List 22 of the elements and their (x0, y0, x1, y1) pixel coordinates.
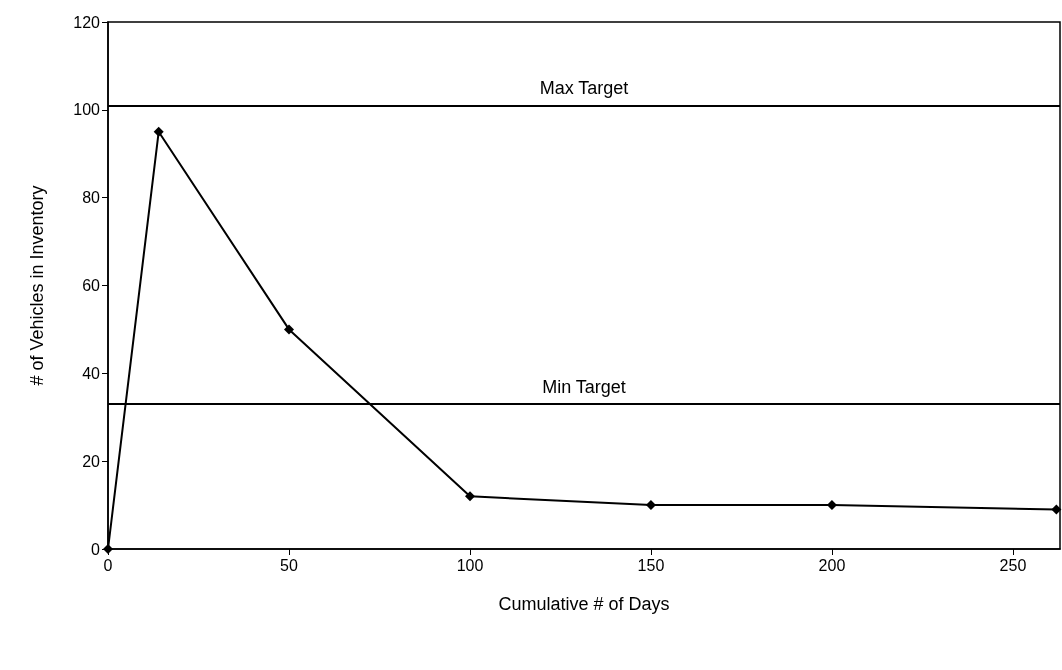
point (1051, 504, 1062, 515)
x-tick-label: 50 (280, 556, 298, 574)
point (464, 491, 475, 502)
point (645, 500, 656, 511)
y-tick-label: 60 (82, 277, 101, 294)
y-tick-label: 80 (82, 189, 101, 207)
y-axis-title: # of Vehicles in Inventory (27, 185, 47, 386)
ref-line-label: Min Target (542, 377, 626, 398)
y-tick-label: 40 (82, 364, 101, 382)
x-tick-label: 250 (999, 556, 1027, 574)
x-tick-label: 150 (637, 556, 665, 574)
x-axis-title: Cumulative # of Days (498, 594, 670, 614)
x-tick-label: 100 (456, 556, 484, 574)
y-tick-label: 100 (73, 101, 101, 119)
point (283, 324, 294, 335)
y-tick-label: 20 (82, 452, 101, 470)
x-tick-label: 200 (818, 556, 846, 574)
ref-line-label: Max Target (539, 78, 629, 99)
y-tick-label: 120 (73, 13, 101, 31)
point (153, 126, 164, 137)
y-tick-label: 0 (91, 540, 101, 558)
x-tick-label: 0 (103, 556, 113, 574)
